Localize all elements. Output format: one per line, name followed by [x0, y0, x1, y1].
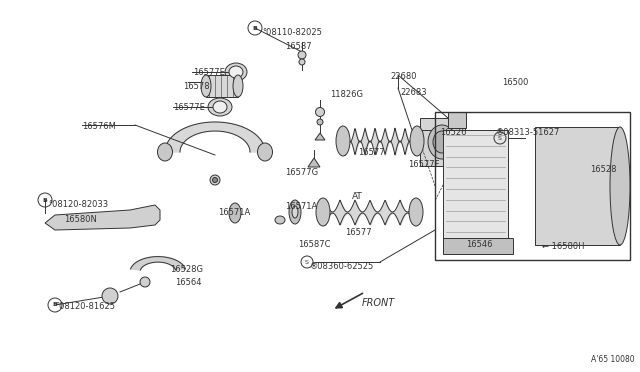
Ellipse shape: [257, 143, 273, 161]
Ellipse shape: [225, 63, 247, 81]
Ellipse shape: [275, 216, 285, 224]
Polygon shape: [165, 122, 265, 152]
Polygon shape: [315, 133, 325, 140]
Ellipse shape: [289, 200, 301, 224]
Text: 16564: 16564: [175, 278, 202, 287]
Ellipse shape: [157, 143, 173, 161]
Text: 16577G: 16577G: [285, 168, 318, 177]
Circle shape: [299, 59, 305, 65]
Text: ← 16580H: ← 16580H: [542, 242, 584, 251]
Text: 16587C: 16587C: [298, 240, 330, 249]
Ellipse shape: [213, 101, 227, 113]
Text: S: S: [498, 135, 502, 141]
Text: 16500: 16500: [502, 78, 529, 87]
Text: A'65 10080: A'65 10080: [591, 355, 635, 364]
Text: 16580N: 16580N: [64, 215, 97, 224]
Text: 16577E: 16577E: [193, 68, 225, 77]
Text: FRONT: FRONT: [362, 298, 396, 308]
Text: 16587: 16587: [285, 42, 312, 51]
Ellipse shape: [410, 126, 424, 156]
Bar: [448, 112, 466, 128]
Ellipse shape: [233, 75, 243, 97]
Text: 16528: 16528: [590, 165, 616, 174]
Text: °08110-82025: °08110-82025: [262, 28, 322, 37]
Text: B: B: [52, 302, 58, 308]
Text: 16576M: 16576M: [82, 122, 116, 131]
Text: 16577F: 16577F: [408, 160, 440, 169]
Ellipse shape: [610, 127, 630, 245]
Text: 22683: 22683: [400, 88, 427, 97]
Ellipse shape: [229, 66, 243, 78]
Text: B: B: [253, 26, 257, 31]
Bar: [420, 118, 465, 166]
Ellipse shape: [208, 98, 232, 116]
Ellipse shape: [229, 203, 241, 223]
Bar: [443, 130, 508, 248]
Ellipse shape: [428, 125, 456, 159]
Bar: [435, 112, 630, 260]
Circle shape: [316, 108, 324, 116]
Polygon shape: [308, 158, 320, 167]
Text: 16577: 16577: [358, 148, 385, 157]
Text: 16577: 16577: [345, 228, 372, 237]
Polygon shape: [45, 205, 160, 230]
Text: 16526: 16526: [440, 128, 467, 137]
Text: 22680: 22680: [390, 72, 417, 81]
Bar: [535, 127, 620, 245]
Circle shape: [317, 119, 323, 125]
Circle shape: [212, 177, 218, 183]
Text: 16571A: 16571A: [285, 202, 317, 211]
Text: B: B: [43, 198, 47, 202]
Text: °08120-82033: °08120-82033: [48, 200, 108, 209]
Bar: [443, 238, 513, 254]
Ellipse shape: [292, 206, 298, 218]
Text: 16578: 16578: [183, 82, 210, 91]
Ellipse shape: [201, 75, 211, 97]
Text: 16571A: 16571A: [218, 208, 250, 217]
Ellipse shape: [336, 126, 350, 156]
Ellipse shape: [433, 131, 451, 153]
Text: 16528G: 16528G: [170, 265, 203, 274]
Text: 16546: 16546: [466, 240, 493, 249]
Ellipse shape: [409, 198, 423, 226]
Text: 11826G: 11826G: [330, 90, 363, 99]
Text: 16577E: 16577E: [173, 103, 205, 112]
Circle shape: [140, 277, 150, 287]
Circle shape: [102, 288, 118, 304]
Text: ®08360-62525: ®08360-62525: [310, 262, 374, 271]
Text: S: S: [305, 260, 309, 264]
Bar: [206, 75, 238, 97]
Circle shape: [298, 51, 306, 59]
Text: AT: AT: [352, 192, 363, 201]
Circle shape: [210, 175, 220, 185]
Text: °08120-81625: °08120-81625: [55, 302, 115, 311]
Ellipse shape: [316, 198, 330, 226]
Polygon shape: [131, 257, 186, 270]
Text: ®08313-51627: ®08313-51627: [496, 128, 561, 137]
